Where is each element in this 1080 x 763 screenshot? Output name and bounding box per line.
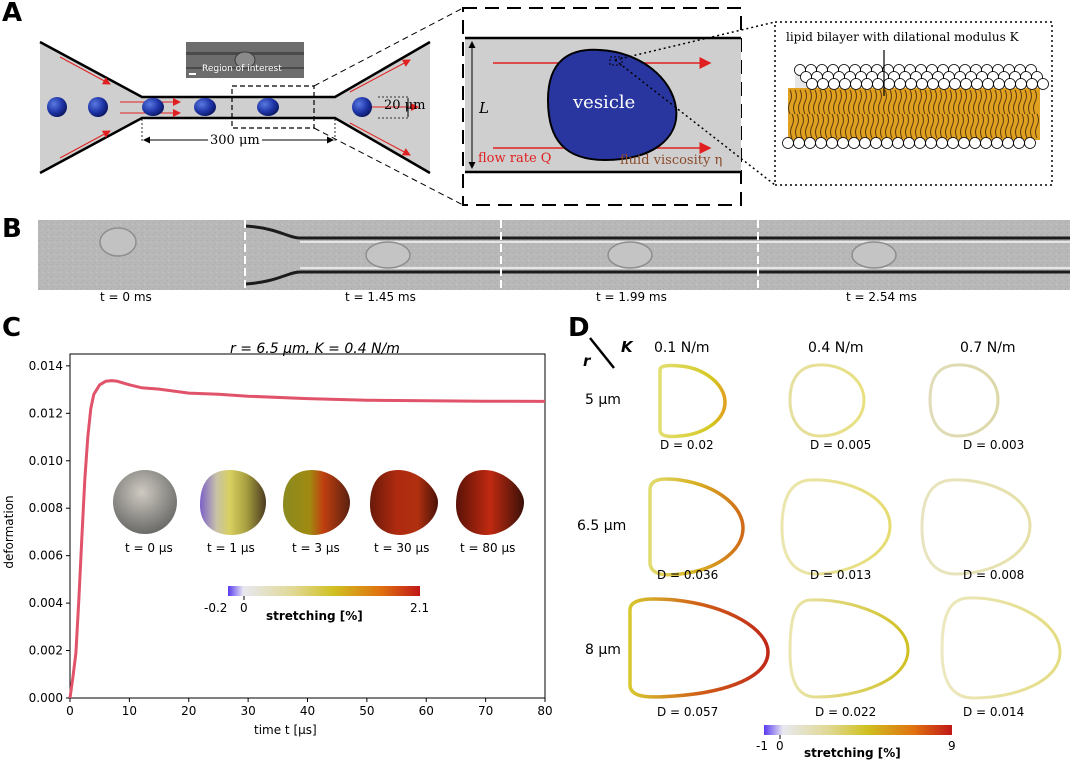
r-value-1: 6.5 μm: [577, 518, 627, 534]
fluid-viscosity-label: fluid viscosity η: [620, 153, 723, 168]
micrograph-sequence: [38, 220, 1070, 290]
sphere-time-4: t = 80 μs: [460, 541, 516, 555]
y-tick-label-3: 0.006: [29, 549, 63, 563]
time-label-2: t = 1.99 ms: [596, 290, 667, 304]
sphere-t80: [456, 470, 524, 535]
r-value-2: 8 μm: [585, 642, 621, 658]
colorbar-c-max: 2.1: [410, 601, 430, 615]
sphere-time-3: t = 30 μs: [374, 541, 430, 555]
d-value-r8-k04: D = 0.022: [815, 705, 877, 719]
panel-letter-d: D: [568, 313, 590, 343]
time-label-0: t = 0 ms: [100, 290, 152, 304]
shape-r8-k07: [940, 596, 1062, 700]
zoom-channel-box: [462, 7, 742, 206]
x-tick-label-0: 0: [66, 704, 74, 718]
d-value-r65-k01: D = 0.036: [657, 568, 719, 582]
d-value-r5-k04: D = 0.005: [810, 438, 872, 452]
shape-r65-k04: [780, 478, 892, 576]
y-tick-label-0: 0.000: [29, 691, 63, 705]
x-tick-label-1: 10: [122, 704, 137, 718]
shape-r8-k01: [628, 597, 770, 699]
d-value-r65-k07: D = 0.008: [963, 568, 1025, 582]
microchannel-schematic: [39, 40, 431, 175]
colorbar-c-zero: 0: [240, 601, 248, 615]
d-value-r5-k01: D = 0.02: [660, 438, 714, 452]
vesicle-label: vesicle: [573, 92, 636, 113]
shape-r8-k04: [788, 598, 910, 699]
flow-rate-label: flow rate Q: [478, 151, 552, 166]
region-of-interest-label: Region of interest: [202, 64, 282, 74]
y-tick-label-4: 0.008: [29, 501, 63, 515]
d-value-r5-k07: D = 0.003: [963, 438, 1025, 452]
deformation-chart: 0 10 20 30 40 50 60 70 80 0.000 0.002 0.004 0.006 0.0…: [29, 353, 553, 718]
shape-r65-k07: [920, 478, 1032, 576]
lipid-bilayer-illustration: [774, 21, 1053, 186]
y-tick-label-1: 0.002: [29, 644, 63, 658]
d-value-r8-k07: D = 0.014: [963, 705, 1025, 719]
x-tick-label-6: 60: [419, 704, 434, 718]
chart-ylabel: deformation: [2, 495, 16, 569]
x-tick-label-8: 80: [537, 704, 552, 718]
time-label-3: t = 2.54 ms: [846, 290, 917, 304]
chart-xlabel: time t [μs]: [254, 723, 317, 737]
x-tick-label-3: 30: [240, 704, 255, 718]
time-label-1: t = 1.45 ms: [345, 290, 416, 304]
shape-r5-k04: [788, 363, 866, 438]
shape-r5-k01: [658, 363, 727, 439]
y-tick-label-2: 0.004: [29, 596, 63, 610]
deformation-spheres: [113, 470, 524, 535]
panel-letter-c: C: [2, 313, 22, 343]
panel-d-shapes: [589, 337, 1062, 739]
bilayer-label: lipid bilayer with dilational modulus K: [786, 30, 1019, 44]
panel-letter-a: A: [2, 0, 23, 28]
panel-letter-b: B: [2, 214, 22, 244]
colorbar-c-title: stretching [%]: [266, 609, 363, 623]
sphere-t30: [370, 470, 438, 535]
y-tick-label-5: 0.010: [29, 454, 63, 468]
y-tick-label-6: 0.012: [29, 406, 63, 420]
k-value-2: 0.7 N/m: [960, 340, 1016, 356]
panel-a-figure: [39, 7, 1053, 206]
channel-height-label: L: [479, 99, 489, 117]
x-tick-label-2: 20: [181, 704, 196, 718]
x-tick-label-5: 50: [359, 704, 374, 718]
shape-r5-k07: [928, 363, 1000, 438]
sphere-t0: [113, 470, 177, 534]
r-value-0: 5 μm: [585, 392, 621, 408]
channel-width-label: 20 μm: [384, 98, 426, 113]
x-tick-label-4: 40: [300, 704, 315, 718]
d-value-r8-k01: D = 0.057: [657, 705, 719, 719]
stretching-colorbar-d: [764, 725, 952, 735]
deformation-series-line: [68, 379, 546, 699]
sphere-time-2: t = 3 μs: [292, 541, 340, 555]
sphere-time-0: t = 0 μs: [125, 541, 173, 555]
d-value-r65-k04: D = 0.013: [810, 568, 872, 582]
stretching-colorbar-c: [228, 586, 420, 596]
k-axis-label: K: [621, 338, 633, 356]
sphere-t3: [283, 470, 350, 535]
colorbar-c-min: -0.2: [204, 601, 228, 615]
colorbar-d-zero: 0: [776, 739, 784, 753]
k-value-1: 0.4 N/m: [808, 340, 864, 356]
shape-r65-k01: [648, 477, 745, 577]
r-axis-label: r: [583, 352, 591, 370]
colorbar-d-min: -1: [756, 739, 768, 753]
sphere-t1: [200, 470, 266, 535]
channel-length-label: 300 μm: [208, 133, 262, 148]
colorbar-d-title: stretching [%]: [804, 746, 901, 760]
region-of-interest-micrograph: [186, 42, 304, 78]
chart-title: r = 6.5 μm, K = 0.4 N/m: [230, 341, 400, 357]
k-value-0: 0.1 N/m: [654, 340, 710, 356]
y-tick-label-7: 0.014: [29, 359, 63, 373]
x-tick-label-7: 70: [478, 704, 493, 718]
colorbar-d-max: 9: [948, 739, 956, 753]
sphere-time-1: t = 1 μs: [207, 541, 255, 555]
